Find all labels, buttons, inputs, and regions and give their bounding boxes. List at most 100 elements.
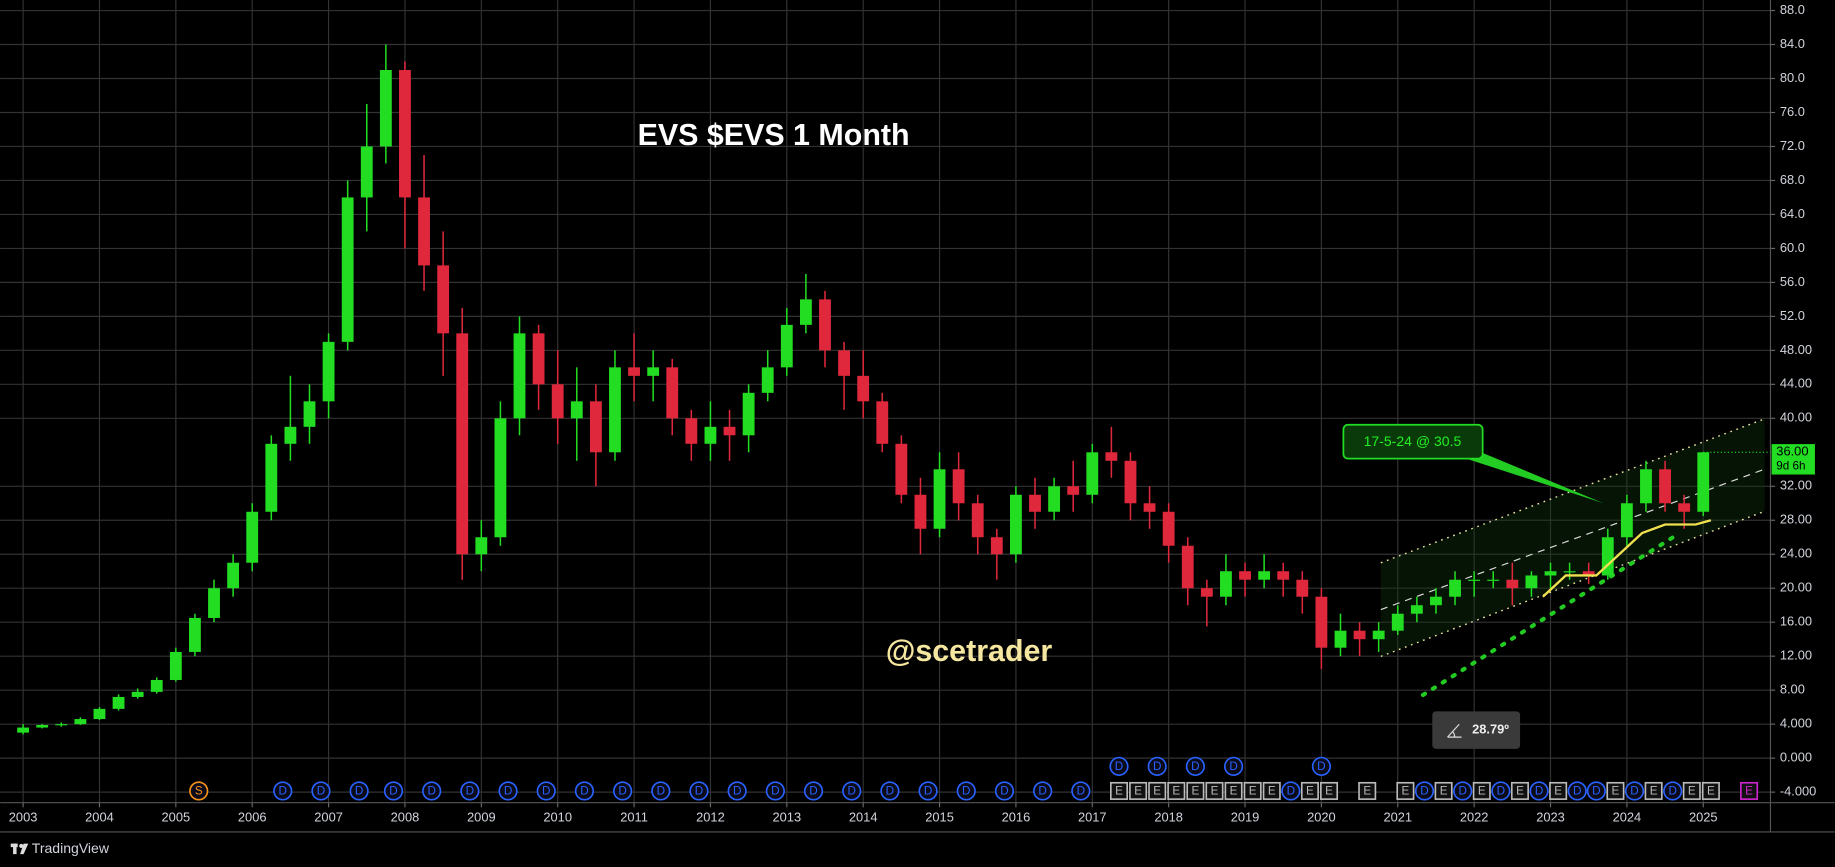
- candle-body: [1620, 503, 1633, 538]
- candle-body: [666, 367, 679, 419]
- candle-body: [399, 70, 411, 198]
- y-tick-label: 68.0: [1780, 172, 1805, 187]
- candle-body: [246, 511, 259, 563]
- y-tick-label: 44.00: [1780, 376, 1812, 391]
- dividend-marker: [1491, 781, 1511, 801]
- candle-body: [1105, 452, 1118, 461]
- candle-body: [1430, 596, 1442, 606]
- candle-body: [1601, 537, 1614, 576]
- earnings-marker-label: E: [1707, 785, 1715, 798]
- earnings-marker: [1472, 781, 1491, 800]
- dividend-marker-label: D: [389, 785, 397, 798]
- dividend-marker-label: D: [1573, 785, 1581, 798]
- y-tick-label: -4.000: [1780, 784, 1816, 799]
- earnings-marker: [1434, 781, 1453, 800]
- earnings-marker: [1682, 781, 1701, 800]
- y-tick-label: 40.00: [1780, 410, 1812, 425]
- plot-area: S E E E E E E E E E E E E E E E E E E E E ED D D D D D D D D D D D D D D D D D…: [17, 44, 1759, 801]
- dividend-marker-label: D: [1497, 785, 1505, 798]
- y-tick-label: 52.0: [1780, 308, 1805, 323]
- x-tick-label: 2015: [925, 809, 954, 824]
- candle-body: [1315, 596, 1328, 648]
- candle-body: [1582, 571, 1595, 576]
- candle-body: [284, 426, 297, 444]
- candle-body: [990, 537, 1003, 555]
- dividend-marker-label: D: [427, 785, 435, 798]
- candle-body: [914, 494, 927, 529]
- candle-body: [1124, 460, 1137, 504]
- earnings-marker-label: E: [1363, 785, 1371, 798]
- channel-lower: [1380, 510, 1765, 658]
- y-tick-label: 56.0: [1780, 274, 1805, 289]
- dividend-marker-label: D: [695, 785, 703, 798]
- candle-body: [379, 70, 392, 147]
- dividend-marker-label: D: [847, 785, 855, 798]
- y-tick-label: 0.000: [1780, 750, 1812, 765]
- candle-body: [150, 679, 163, 692]
- dividend-marker-label: D: [618, 785, 626, 798]
- x-tick-label: 2020: [1307, 809, 1336, 824]
- candle-body: [227, 562, 240, 589]
- dividend-marker-label: D: [1115, 760, 1123, 773]
- candle-body: [723, 426, 736, 436]
- earnings-marker: [1205, 781, 1224, 800]
- dividend-marker: [1185, 756, 1205, 776]
- dividend-marker: [689, 781, 709, 801]
- last-price-label: 36.00: [1776, 444, 1808, 459]
- candle-body: [952, 469, 965, 504]
- x-tick-label: 2016: [1002, 809, 1031, 824]
- candle-body: [1048, 486, 1061, 512]
- y-tick-label: 20.00: [1780, 580, 1812, 595]
- dividend-marker: [1033, 781, 1053, 801]
- x-tick-label: 2025: [1689, 809, 1718, 824]
- candle-body: [876, 401, 889, 444]
- candle-body: [933, 469, 946, 529]
- earnings-marker-label: E: [1153, 785, 1161, 798]
- dividend-marker-label: D: [1668, 785, 1676, 798]
- dividend-marker: [498, 781, 518, 801]
- candle-body: [570, 401, 583, 419]
- candle-body: [74, 719, 87, 725]
- candle-body: [93, 708, 106, 720]
- candle-body: [685, 418, 698, 444]
- x-tick-label: 2018: [1154, 809, 1183, 824]
- candle-body: [780, 324, 793, 368]
- y-tick-label: 88.0: [1780, 2, 1805, 17]
- candle-body: [742, 392, 755, 436]
- upcoming-earnings-marker-label: E: [1745, 785, 1753, 798]
- candle-body: [418, 197, 430, 266]
- candle-body: [799, 299, 812, 325]
- earnings-marker: [1186, 781, 1205, 800]
- dividend-marker: [1567, 781, 1587, 801]
- earnings-marker: [1358, 781, 1377, 800]
- dividend-marker: [651, 781, 671, 801]
- y-tick-label: 32.00: [1780, 478, 1812, 493]
- candle-body: [1220, 571, 1232, 597]
- earnings-marker-label: E: [1478, 785, 1486, 798]
- support-trendline: [1420, 535, 1676, 698]
- candle-body: [532, 333, 545, 385]
- countdown-label: 9d 6h: [1776, 459, 1805, 472]
- dividend-marker: [1414, 781, 1435, 801]
- x-tick-label: 2009: [467, 809, 496, 824]
- split-marker: [189, 781, 209, 801]
- earnings-marker-label: E: [1211, 785, 1219, 798]
- x-tick-label: 2024: [1613, 809, 1642, 824]
- candle-body: [1640, 469, 1652, 504]
- dividend-marker-label: D: [580, 785, 588, 798]
- dividend-marker-label: D: [1535, 785, 1543, 798]
- y-tick-label: 16.00: [1780, 614, 1812, 629]
- y-tick-label: 84.0: [1780, 36, 1805, 51]
- dividend-marker-label: D: [504, 785, 512, 798]
- y-tick-label: 28.00: [1780, 512, 1812, 527]
- candle-body: [838, 350, 851, 376]
- earnings-marker-label: E: [1688, 785, 1696, 798]
- candle-body: [1525, 575, 1538, 589]
- dividend-marker-label: D: [1317, 760, 1325, 773]
- brand: TradingView: [32, 840, 110, 856]
- candle-body: [1506, 579, 1519, 589]
- candle-body: [55, 724, 68, 726]
- dividend-marker: [803, 781, 824, 801]
